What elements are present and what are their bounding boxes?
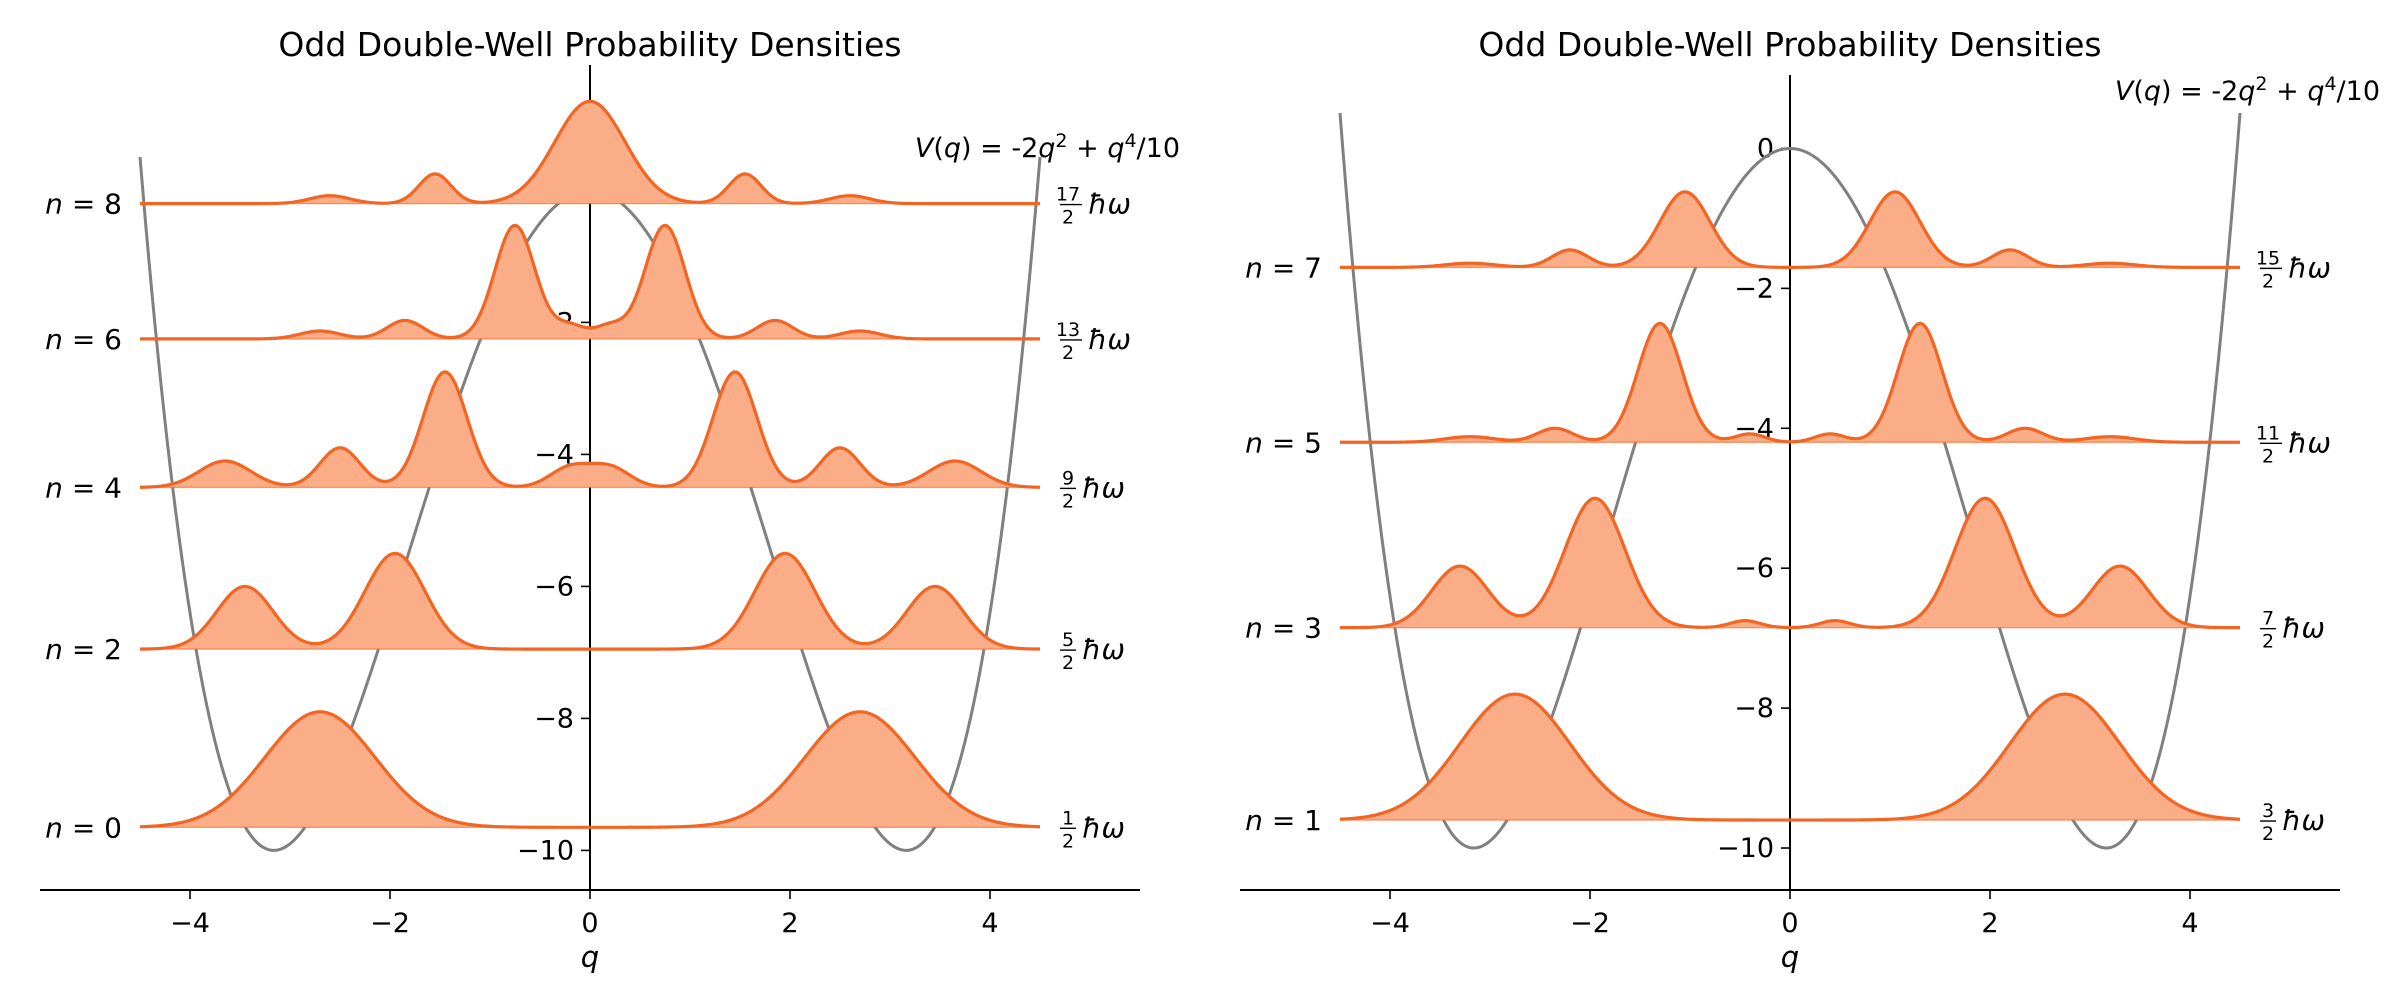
svg-text:9: 9 <box>1062 467 1074 489</box>
y-tick-label: −8 <box>1734 693 1774 724</box>
potential-curve <box>1338 112 2242 850</box>
density-curve-n8 <box>140 99 1040 206</box>
y-tick-label: −10 <box>517 835 574 866</box>
energy-label-n8: 172 ħω <box>1056 184 1131 229</box>
svg-text:2: 2 <box>1062 342 1074 364</box>
state-label-n4: n = 4 <box>45 471 122 504</box>
energy-label-n0: 12 ħω <box>1060 807 1125 852</box>
svg-text:15: 15 <box>2256 247 2280 269</box>
x-tick-label: −4 <box>1370 908 1410 939</box>
energy-label-n7: 152 ħω <box>2256 247 2331 292</box>
right-potential-label: V(q) = -2q2 + q4/10 <box>2115 73 2380 107</box>
state-label-n7: n = 7 <box>1245 251 1322 284</box>
left-potential-label: V(q) = -2q2 + q4/10 <box>915 130 1180 164</box>
left-x-ticks: −4 −2 0 2 4 <box>170 890 999 939</box>
energy-label-n3: 72 ħω <box>2260 608 2325 653</box>
energy-label-n1: 32 ħω <box>2260 800 2325 845</box>
x-tick-label: −4 <box>170 908 210 939</box>
density-fill-n0 <box>140 711 1040 828</box>
density-curve-n6 <box>140 223 1040 341</box>
right-x-ticks: −4 −2 0 2 4 <box>1370 890 2199 939</box>
x-tick-label: 4 <box>2181 908 2198 939</box>
y-tick-label: 0 <box>1757 133 1774 164</box>
svg-text:ħω: ħω <box>2288 426 2331 459</box>
density-fill-n2 <box>140 553 1040 650</box>
x-tick-label: 0 <box>1781 908 1798 939</box>
svg-text:5: 5 <box>1062 629 1074 651</box>
svg-text:ħω: ħω <box>1082 471 1125 504</box>
svg-text:3: 3 <box>2262 800 2274 822</box>
state-label-n5: n = 5 <box>1245 426 1322 459</box>
energy-label-n6: 132 ħω <box>1056 319 1131 364</box>
right-panel: Odd Double-Well Probability Densities q … <box>1240 25 2380 974</box>
y-tick-label: −8 <box>534 703 574 734</box>
state-label-n0: n = 0 <box>45 811 122 844</box>
y-tick-label: −6 <box>534 571 574 602</box>
svg-text:2: 2 <box>1062 207 1074 229</box>
x-tick-label: 2 <box>781 908 798 939</box>
svg-text:13: 13 <box>1056 319 1080 341</box>
svg-text:11: 11 <box>2256 422 2280 444</box>
x-tick-label: −2 <box>1570 908 1610 939</box>
x-tick-label: 0 <box>581 908 598 939</box>
x-tick-label: 2 <box>1981 908 1998 939</box>
svg-text:ħω: ħω <box>2288 251 2331 284</box>
x-tick-label: −2 <box>370 908 410 939</box>
svg-text:7: 7 <box>2262 608 2274 630</box>
svg-text:2: 2 <box>1062 490 1074 512</box>
left-x-axis-label: q <box>581 940 599 974</box>
svg-text:2: 2 <box>1062 652 1074 674</box>
y-tick-label: −6 <box>1734 553 1774 584</box>
left-panel-title: Odd Double-Well Probability Densities <box>278 25 901 64</box>
density-fill-n3 <box>1340 498 2240 628</box>
state-label-n3: n = 3 <box>1245 612 1322 645</box>
svg-text:2: 2 <box>2262 823 2274 845</box>
svg-text:ħω: ħω <box>1088 188 1131 221</box>
svg-text:ħω: ħω <box>1082 811 1125 844</box>
density-curve-n4 <box>139 370 1041 489</box>
energy-label-n2: 52 ħω <box>1060 629 1125 674</box>
left-plot-area: n = 0 12 ħωn = 2 52 ħωn = 4 92 ħωn = 6 132 ħωn =… <box>40 65 1140 891</box>
svg-text:ħω: ħω <box>2282 612 2325 645</box>
density-fill-n8 <box>140 101 1040 204</box>
state-label-n8: n = 8 <box>45 188 122 221</box>
x-tick-label: 4 <box>981 908 998 939</box>
svg-text:1: 1 <box>1062 807 1074 829</box>
density-fill-n1 <box>1340 694 2240 821</box>
svg-text:ħω: ħω <box>1082 633 1125 666</box>
y-tick-label: −10 <box>1717 833 1774 864</box>
state-label-n1: n = 1 <box>1245 804 1322 837</box>
right-x-axis-label: q <box>1781 940 1799 974</box>
state-label-n6: n = 6 <box>45 323 122 356</box>
right-plot-area: n = 1 32 ħωn = 3 72 ħωn = 5 112 ħωn = 7 152 ħω <box>1240 75 2340 891</box>
svg-text:2: 2 <box>1062 830 1074 852</box>
svg-text:17: 17 <box>1056 184 1080 206</box>
svg-text:ħω: ħω <box>1088 323 1131 356</box>
right-panel-title: Odd Double-Well Probability Densities <box>1478 25 2101 64</box>
energy-label-n4: 92 ħω <box>1060 467 1125 512</box>
svg-text:ħω: ħω <box>2282 804 2325 837</box>
svg-text:2: 2 <box>2262 631 2274 653</box>
state-label-n2: n = 2 <box>45 633 122 666</box>
energy-label-n5: 112 ħω <box>2256 422 2331 467</box>
y-tick-label: −2 <box>1734 273 1774 304</box>
svg-text:2: 2 <box>2262 445 2274 467</box>
svg-text:2: 2 <box>2262 270 2274 292</box>
left-panel: Odd Double-Well Probability Densities q … <box>40 25 1180 974</box>
